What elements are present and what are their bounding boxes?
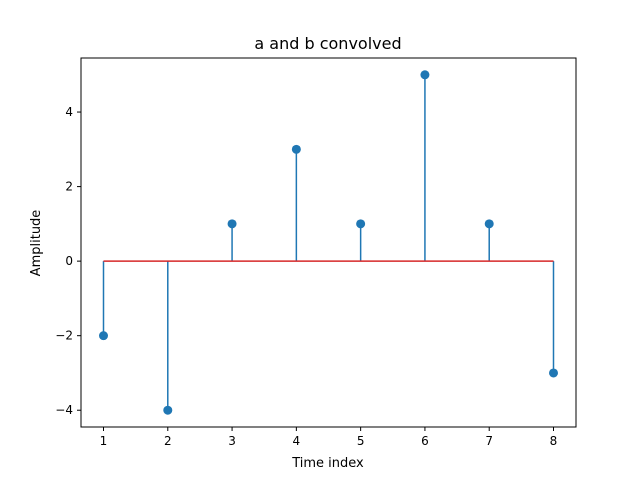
stem-marker: [549, 368, 558, 378]
stem-marker: [99, 331, 108, 341]
stem-marker: [227, 219, 237, 229]
stem-marker: [356, 219, 366, 229]
chart-title: a and b convolved: [254, 34, 401, 53]
x-tick-label: 8: [550, 434, 558, 448]
stem-marker: [420, 70, 430, 80]
stem-marker: [163, 405, 173, 415]
y-tick-label: 4: [65, 105, 73, 119]
x-tick-label: 2: [164, 434, 172, 448]
plot-area: 1 2 3 4 5 6 7 8 −4 −2 0 2 4: [55, 57, 577, 448]
axes-frame: [80, 57, 577, 428]
y-tick-label: −4: [55, 403, 73, 417]
x-tick-label: 4: [293, 434, 301, 448]
x-tick-label: 7: [485, 434, 493, 448]
x-tick-label: 1: [100, 434, 108, 448]
x-tick-label: 6: [421, 434, 429, 448]
stem-marker: [291, 144, 301, 154]
x-tick-label: 3: [228, 434, 236, 448]
y-tick-label: −2: [55, 329, 73, 343]
x-axis-label: Time index: [291, 456, 364, 471]
stem-marker: [484, 219, 494, 229]
y-tick-label: 0: [65, 254, 73, 268]
y-tick-label: 2: [65, 180, 73, 194]
y-axis-label: Amplitude: [29, 210, 44, 277]
x-tick-label: 5: [357, 434, 365, 448]
